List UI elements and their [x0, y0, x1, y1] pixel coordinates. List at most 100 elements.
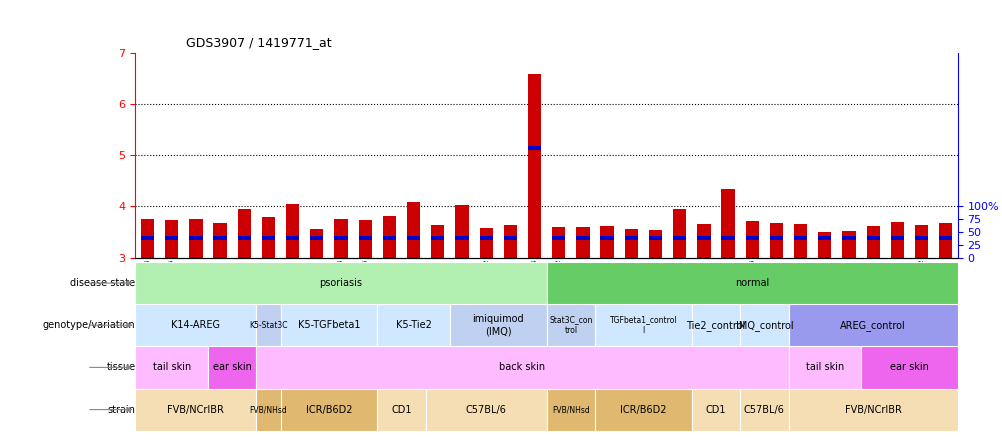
Bar [527, 74, 541, 258]
Bar [135, 388, 257, 431]
Bar [286, 204, 299, 258]
Text: ear skin: ear skin [889, 362, 928, 373]
Bar [286, 236, 299, 240]
Bar [310, 236, 324, 240]
Bar [890, 222, 903, 258]
Bar [938, 223, 952, 258]
Bar [769, 223, 783, 258]
Bar [479, 228, 492, 258]
Bar [257, 388, 281, 431]
Bar [358, 220, 372, 258]
Bar [425, 388, 546, 431]
Bar [861, 346, 957, 388]
Bar [455, 206, 468, 258]
Bar [794, 236, 807, 240]
Text: imiquimod
(IMQ): imiquimod (IMQ) [472, 314, 524, 336]
Text: ICR/B6D2: ICR/B6D2 [306, 404, 352, 415]
Bar [739, 388, 788, 431]
Bar [358, 236, 372, 240]
Text: psoriasis: psoriasis [320, 278, 362, 288]
Bar [383, 236, 396, 240]
Text: genotype/variation: genotype/variation [43, 320, 135, 330]
Bar [135, 346, 207, 388]
Bar [672, 236, 685, 240]
Text: FVB/NHsd: FVB/NHsd [249, 405, 287, 414]
Bar [842, 236, 855, 240]
Bar [938, 236, 952, 240]
Text: ear skin: ear skin [212, 362, 252, 373]
Bar [213, 236, 226, 240]
Bar [165, 236, 178, 240]
Bar [165, 220, 178, 258]
Bar [818, 232, 831, 258]
Bar [310, 230, 324, 258]
Text: C57BL/6: C57BL/6 [743, 404, 784, 415]
Bar [788, 388, 957, 431]
Text: tissue: tissue [106, 362, 135, 373]
Bar [624, 236, 637, 240]
Bar [135, 304, 257, 346]
Bar [696, 236, 709, 240]
Bar [377, 304, 450, 346]
Bar [744, 221, 759, 258]
Bar [377, 388, 425, 431]
Bar [135, 262, 546, 304]
Bar [551, 236, 565, 240]
Bar [788, 346, 861, 388]
Text: FVB/NCrIBR: FVB/NCrIBR [844, 404, 901, 415]
Text: AREG_control: AREG_control [840, 320, 905, 331]
Bar [739, 304, 788, 346]
Bar [140, 219, 154, 258]
Bar [600, 236, 613, 240]
Bar [281, 388, 377, 431]
Bar [546, 262, 957, 304]
Bar [262, 217, 275, 258]
Bar [600, 226, 613, 258]
Bar [696, 224, 709, 258]
Text: C57BL/6: C57BL/6 [465, 404, 506, 415]
Text: IMQ_control: IMQ_control [734, 320, 793, 331]
Bar [744, 236, 759, 240]
Bar [720, 236, 734, 240]
Bar [237, 209, 250, 258]
Bar [237, 236, 250, 240]
Bar [503, 236, 516, 240]
Bar [576, 236, 589, 240]
Text: K5-TGFbeta1: K5-TGFbeta1 [298, 320, 360, 330]
Bar [551, 227, 565, 258]
Text: ICR/B6D2: ICR/B6D2 [619, 404, 666, 415]
Text: Tie2_control: Tie2_control [685, 320, 744, 331]
Bar [450, 304, 546, 346]
Bar [546, 388, 594, 431]
Bar [576, 227, 589, 258]
Text: TGFbeta1_control
l: TGFbeta1_control l [609, 316, 676, 335]
Text: CD1: CD1 [705, 404, 725, 415]
Text: strain: strain [107, 404, 135, 415]
Bar [257, 346, 788, 388]
Bar [189, 236, 202, 240]
Bar [527, 146, 541, 151]
Bar [842, 231, 855, 258]
Bar [257, 304, 281, 346]
Bar [594, 304, 691, 346]
Bar [890, 236, 903, 240]
Bar [546, 304, 594, 346]
Bar [648, 230, 661, 258]
Bar [914, 226, 927, 258]
Bar [818, 236, 831, 240]
Bar [479, 236, 492, 240]
Bar [720, 189, 734, 258]
Bar [207, 346, 257, 388]
Bar [383, 216, 396, 258]
Bar [648, 236, 661, 240]
Bar [334, 219, 348, 258]
Bar [407, 202, 420, 258]
Bar [866, 226, 879, 258]
Bar [769, 236, 783, 240]
Text: FVB/NHsd: FVB/NHsd [551, 405, 589, 414]
Text: CD1: CD1 [391, 404, 412, 415]
Text: disease state: disease state [70, 278, 135, 288]
Text: K5-Stat3C: K5-Stat3C [248, 321, 288, 330]
Bar [794, 224, 807, 258]
Bar [788, 304, 957, 346]
